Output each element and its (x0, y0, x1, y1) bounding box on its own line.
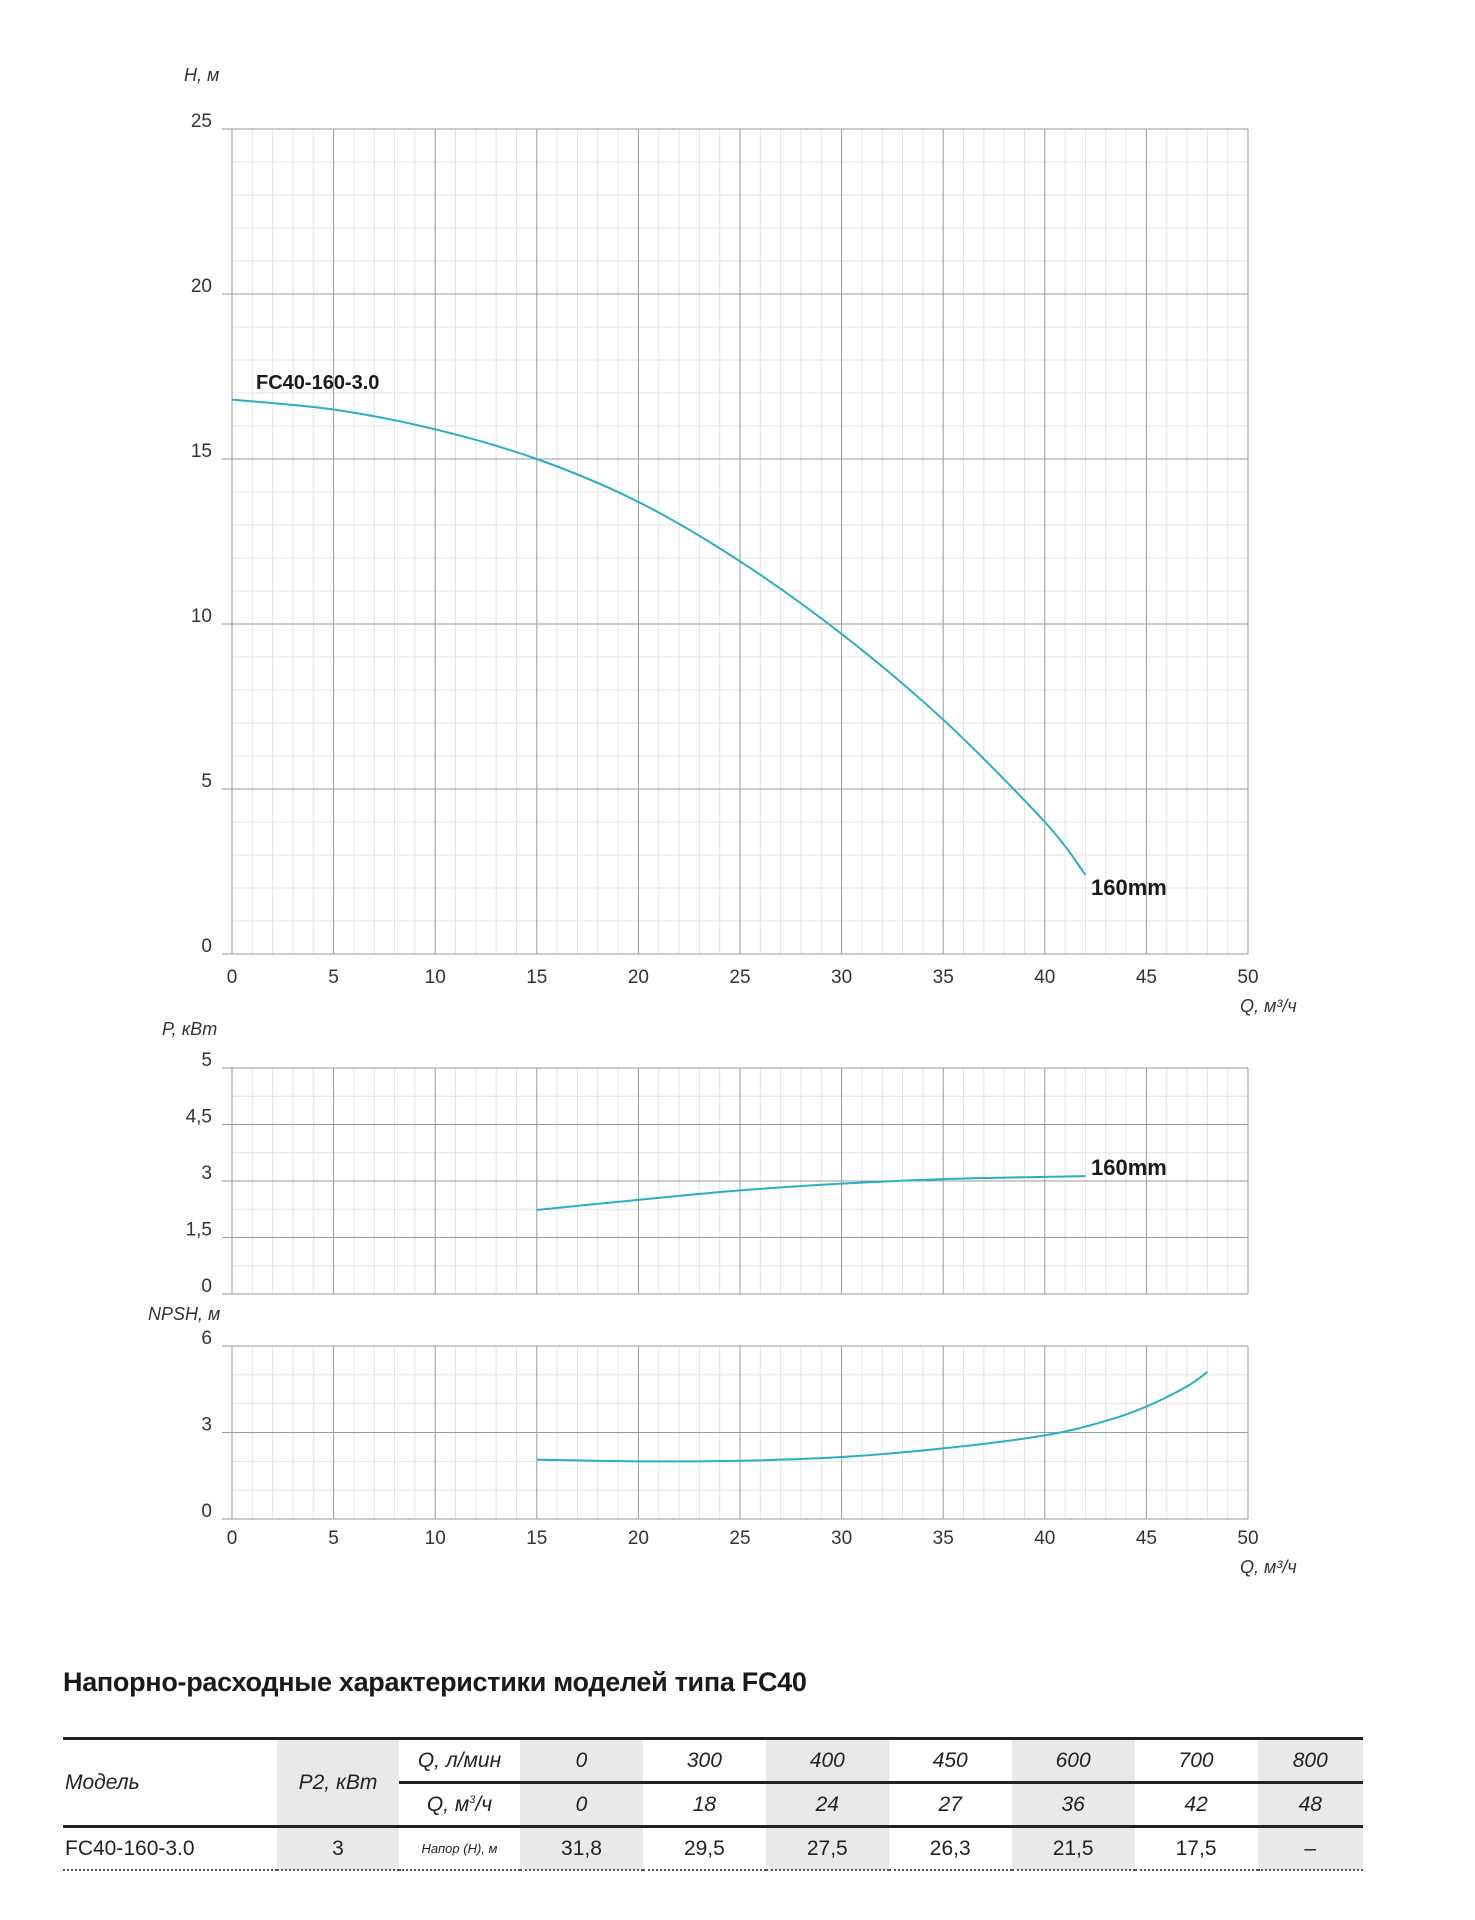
x-tick-label: 30 (831, 967, 852, 988)
x-tick-label: 35 (933, 967, 954, 988)
x-tick-label: 5 (328, 967, 339, 988)
x-tick-label: 0 (227, 967, 238, 988)
performance-table: Модель P2, кВт Q, л/мин 0 300 400 450 60… (63, 1737, 1363, 1871)
x-tick-label: 40 (1034, 1528, 1055, 1549)
y-tick-label: 0 (201, 1276, 212, 1297)
curve-end-label: 160mm (1091, 1155, 1167, 1180)
head-cell: 17,5 (1134, 1825, 1258, 1871)
q-lmin-cell: 700 (1134, 1737, 1258, 1783)
performance-curve (231, 398, 1087, 876)
y-tick-label: 0 (201, 936, 212, 957)
x-tick-label: 50 (1237, 1528, 1258, 1549)
x-tick-label: 35 (933, 1528, 954, 1549)
x-tick-label: 45 (1136, 967, 1157, 988)
curve-model-label: FC40-160-3.0 (256, 372, 379, 394)
x-tick-label: 20 (628, 1528, 649, 1549)
q-m3h-cell: 42 (1134, 1781, 1258, 1827)
y-tick-label: 5 (201, 771, 212, 792)
x-tick-label: 40 (1034, 967, 1055, 988)
table-row: FC40-160-3.0 3 Напор (Н), м 31,8 29,5 27… (63, 1825, 1363, 1871)
x-tick-label: 5 (328, 1528, 339, 1549)
q-lmin-cell: 600 (1011, 1737, 1135, 1783)
p2-cell: 3 (277, 1825, 399, 1871)
x-tick-label: 15 (526, 1528, 547, 1549)
q-lmin-cell: 800 (1257, 1737, 1363, 1783)
head-cell: 29,5 (642, 1825, 766, 1871)
p2-header: P2, кВт (277, 1737, 399, 1827)
y-axis-label: H, м (184, 65, 219, 85)
q-lmin-cell: 0 (520, 1737, 643, 1783)
x-tick-label: 30 (831, 1528, 852, 1549)
y-tick-label: 1,5 (186, 1220, 212, 1241)
y-tick-label: 25 (191, 111, 212, 132)
x-tick-label: 10 (425, 967, 446, 988)
performance-curve (536, 1371, 1208, 1463)
y-tick-label: 4,5 (186, 1107, 212, 1128)
q-m3h-cell: 18 (642, 1781, 766, 1827)
model-header: Модель (63, 1737, 277, 1827)
model-cell: FC40-160-3.0 (63, 1825, 277, 1871)
head-cell: 27,5 (765, 1825, 889, 1871)
x-tick-label: 20 (628, 967, 649, 988)
y-tick-label: 0 (201, 1501, 212, 1522)
q-lmin-label: Q, л/мин (399, 1737, 520, 1783)
x-tick-label: 50 (1237, 967, 1258, 988)
q-m3h-cell: 0 (520, 1781, 643, 1827)
x-axis-label: Q, м³/ч (1240, 1557, 1297, 1577)
y-tick-label: 10 (191, 606, 212, 627)
q-m3h-cell: 27 (888, 1781, 1012, 1827)
y-axis-label: P, кВт (162, 1019, 217, 1039)
head-cell: 21,5 (1011, 1825, 1135, 1871)
y-tick-label: 20 (191, 276, 212, 297)
q-m3h-label: Q, м3/ч (399, 1781, 520, 1827)
y-tick-label: 6 (201, 1328, 212, 1349)
y-tick-label: 3 (201, 1163, 212, 1184)
head-label: Напор (Н), м (399, 1825, 520, 1871)
x-tick-label: 45 (1136, 1528, 1157, 1549)
y-axis-label: NPSH, м (148, 1304, 220, 1324)
q-lmin-cell: 450 (888, 1737, 1012, 1783)
head-cell: 31,8 (520, 1825, 643, 1871)
x-tick-label: 15 (526, 967, 547, 988)
performance-curve (536, 1175, 1086, 1211)
q-m3h-cell: 48 (1257, 1781, 1363, 1827)
q-lmin-cell: 300 (642, 1737, 766, 1783)
y-tick-label: 5 (201, 1050, 212, 1071)
head-cell: – (1257, 1825, 1363, 1871)
head-cell: 26,3 (888, 1825, 1012, 1871)
q-lmin-cell: 400 (765, 1737, 889, 1783)
x-axis-label: Q, м³/ч (1240, 996, 1297, 1016)
q-m3h-cell: 24 (765, 1781, 889, 1827)
x-tick-label: 0 (227, 1528, 238, 1549)
y-tick-label: 3 (201, 1415, 212, 1436)
x-tick-label: 10 (425, 1528, 446, 1549)
x-tick-label: 25 (729, 1528, 750, 1549)
x-tick-label: 25 (729, 967, 750, 988)
curve-end-label: 160mm (1091, 875, 1167, 900)
table-title: Напорно-расходные характеристики моделей… (63, 1667, 807, 1697)
q-m3h-cell: 36 (1011, 1781, 1135, 1827)
y-tick-label: 15 (191, 441, 212, 462)
